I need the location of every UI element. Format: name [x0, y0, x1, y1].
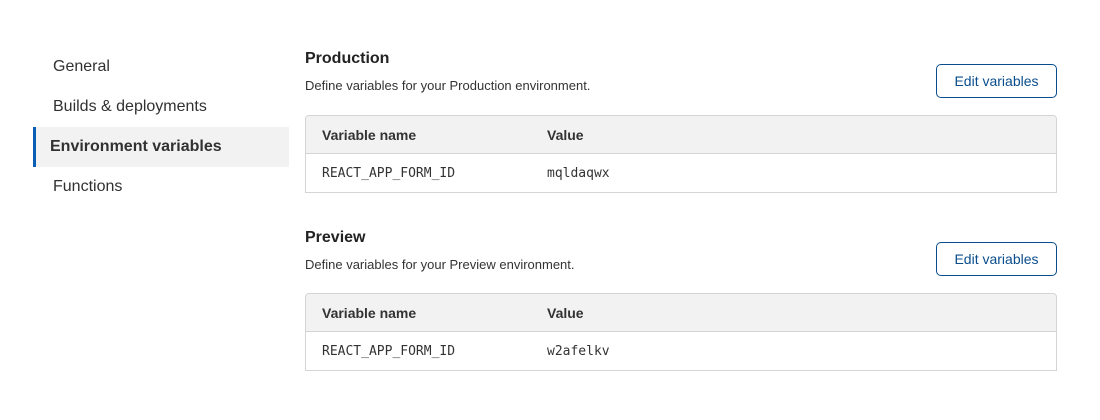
- variable-value: w2afelkv: [547, 343, 610, 359]
- variables-table: Variable name Value REACT_APP_FORM_ID w2…: [305, 293, 1057, 371]
- table-row: REACT_APP_FORM_ID mqldaqwx: [306, 154, 1056, 192]
- variable-name: REACT_APP_FORM_ID: [322, 165, 456, 181]
- column-header-name: Variable name: [322, 126, 417, 143]
- section-description: Define variables for your Preview enviro…: [305, 257, 575, 272]
- variable-name: REACT_APP_FORM_ID: [322, 343, 456, 359]
- column-header-name: Variable name: [322, 304, 417, 321]
- sidebar-item-environment-variables[interactable]: Environment variables: [33, 127, 289, 167]
- table-header: Variable name Value: [306, 116, 1056, 154]
- table-row: REACT_APP_FORM_ID w2afelkv: [306, 332, 1056, 370]
- preview-section: Preview Define variables for your Previe…: [305, 226, 1057, 371]
- production-section: Production Define variables for your Pro…: [305, 47, 1057, 193]
- edit-variables-button[interactable]: Edit variables: [936, 64, 1057, 98]
- edit-variables-button[interactable]: Edit variables: [936, 242, 1057, 276]
- column-header-value: Value: [547, 126, 584, 143]
- table-header: Variable name Value: [306, 294, 1056, 332]
- variables-table: Variable name Value REACT_APP_FORM_ID mq…: [305, 115, 1057, 193]
- section-description: Define variables for your Production env…: [305, 78, 591, 93]
- column-header-value: Value: [547, 304, 584, 321]
- sidebar-item-functions[interactable]: Functions: [53, 178, 123, 195]
- variable-value: mqldaqwx: [547, 165, 610, 181]
- sidebar-item-general[interactable]: General: [53, 58, 110, 75]
- sidebar-item-builds-deployments[interactable]: Builds & deployments: [53, 98, 207, 115]
- section-title: Production: [305, 50, 390, 67]
- section-title: Preview: [305, 229, 366, 246]
- settings-sidebar: General Builds & deployments Environment…: [33, 47, 289, 207]
